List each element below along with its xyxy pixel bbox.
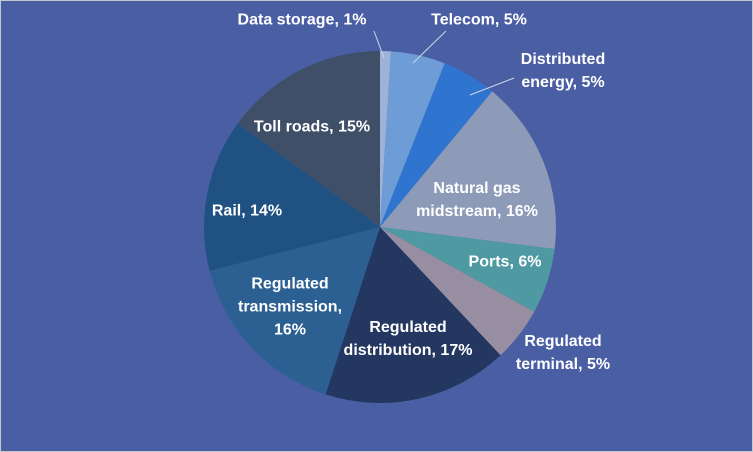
pie-slice-regulated-transmission	[209, 227, 380, 395]
pie-slice-ports	[380, 227, 555, 312]
pie-slice-telecom	[380, 51, 445, 227]
pie-slice-distributed-energy	[380, 63, 493, 227]
pie-slice-natural-gas-midstream	[380, 91, 556, 250]
pie-slice-rail	[203, 123, 380, 271]
pie-slice-regulated-distribution	[325, 227, 501, 404]
pie-slice-regulated-terminal	[380, 227, 535, 356]
pie-slice-toll-roads	[237, 51, 380, 227]
pie-slice-data-storage	[380, 51, 392, 227]
